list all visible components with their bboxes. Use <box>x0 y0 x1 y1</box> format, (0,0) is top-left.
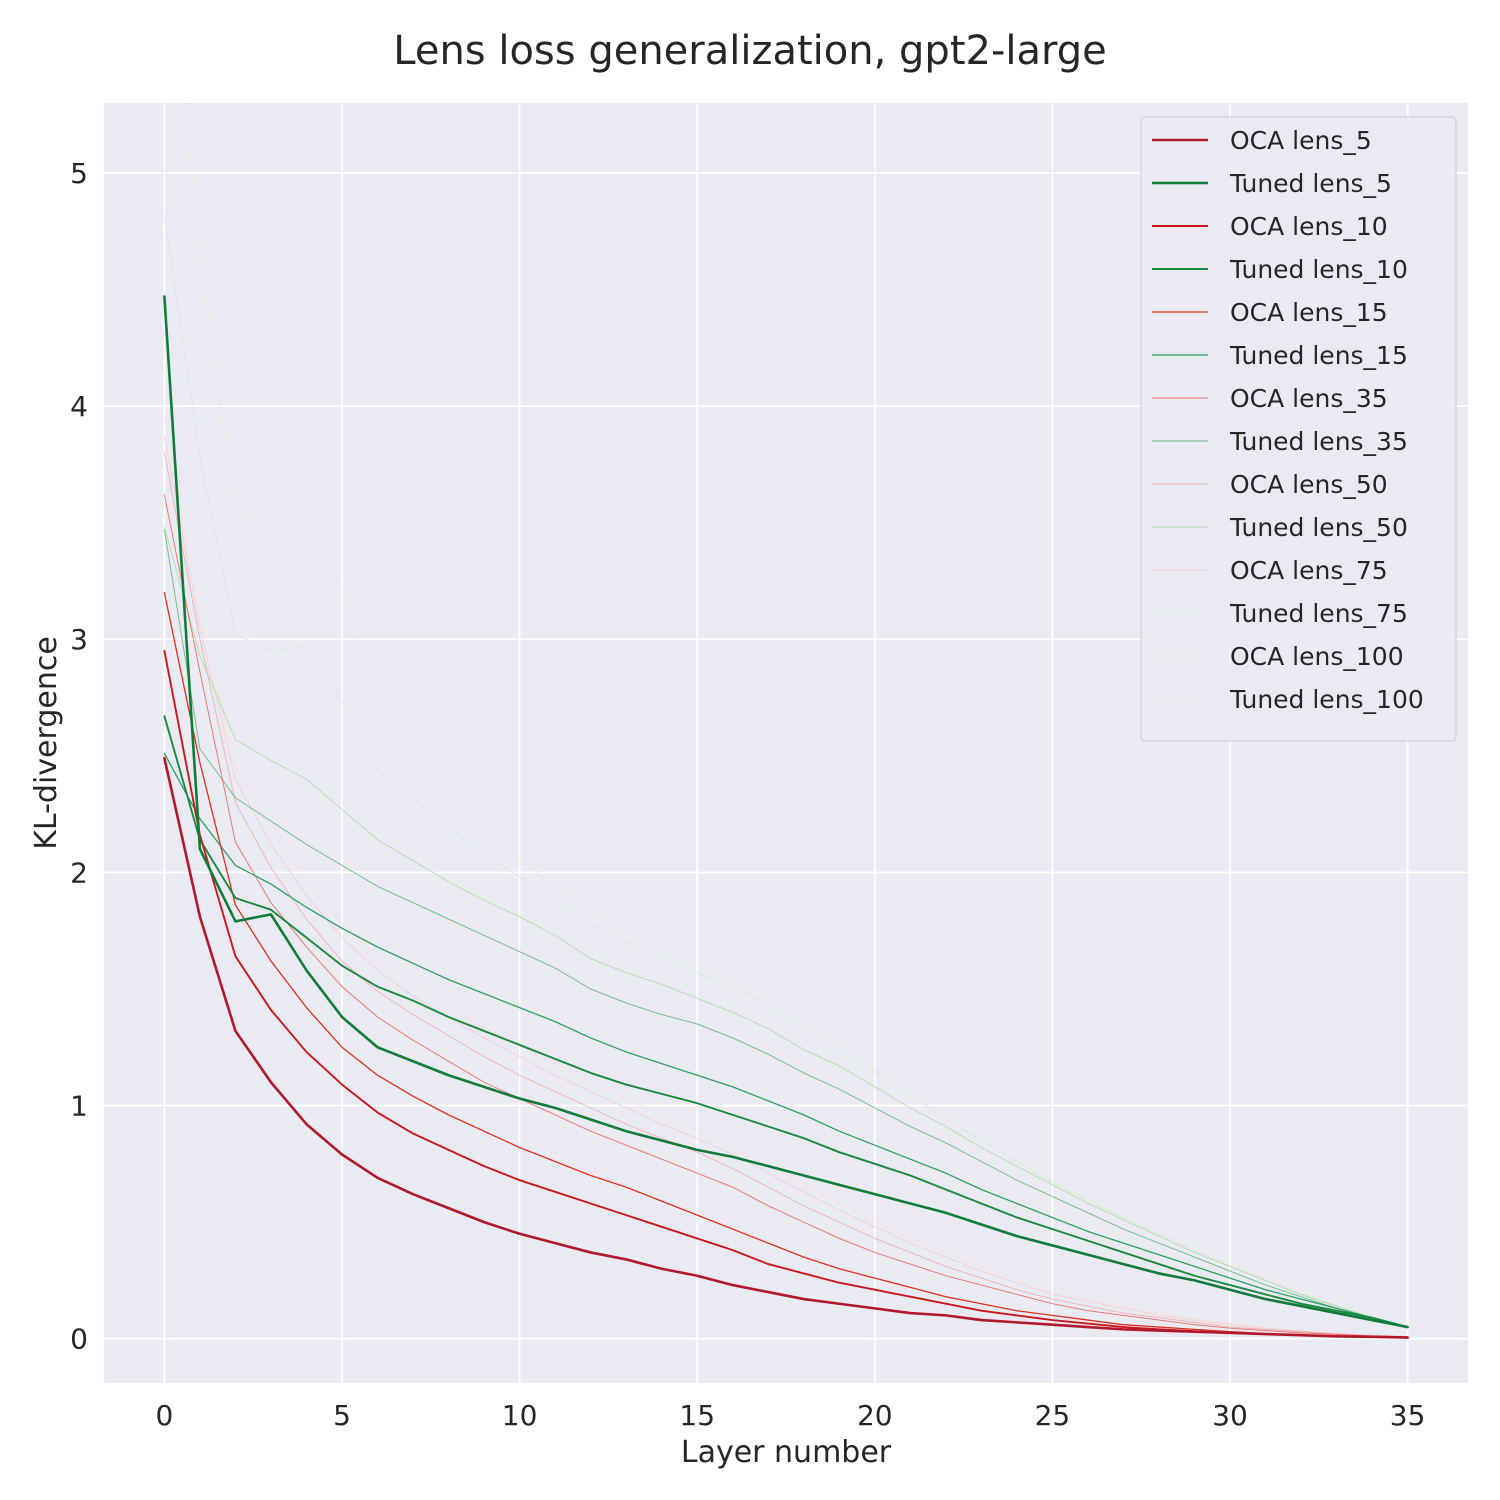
x-tick-label: 15 <box>679 1399 715 1432</box>
legend-label: Tuned lens_5 <box>1229 169 1392 198</box>
series-line-tuned-lens-15 <box>163 752 1409 1328</box>
x-tick-label: 10 <box>502 1399 538 1432</box>
y-tick-labels: 0 1 2 3 4 5 <box>70 157 88 1356</box>
legend-label: OCA lens_5 <box>1230 126 1372 155</box>
series-line-oca-lens-75 <box>163 435 1409 1338</box>
legend-label: Tuned lens_75 <box>1229 599 1408 628</box>
series-line-tuned-lens-75 <box>163 214 1409 1328</box>
x-tick-label: 25 <box>1035 1399 1071 1432</box>
legend-label: OCA lens_15 <box>1230 298 1388 327</box>
legend-label: Tuned lens_50 <box>1229 513 1408 542</box>
legend-label: OCA lens_50 <box>1230 470 1388 499</box>
legend: OCA lens_5 Tuned lens_5 OCA lens_10 Tuned l… <box>1140 116 1457 742</box>
y-tick-label: 2 <box>70 856 88 889</box>
legend-label: OCA lens_75 <box>1230 556 1388 585</box>
chart-title: Lens loss generalization, gpt2-large <box>393 28 1107 74</box>
y-tick-label: 3 <box>70 623 88 656</box>
x-tick-label: 35 <box>1390 1399 1426 1432</box>
y-tick-label: 4 <box>70 390 88 423</box>
legend-box <box>1140 116 1457 742</box>
y-tick-label: 1 <box>70 1090 88 1123</box>
legend-label: OCA lens_10 <box>1230 212 1388 241</box>
x-tick-label: 5 <box>333 1399 351 1432</box>
legend-label: Tuned lens_10 <box>1229 255 1408 284</box>
series-line-oca-lens-5 <box>163 756 1409 1339</box>
y-tick-label: 0 <box>70 1323 88 1356</box>
x-tick-label: 20 <box>857 1399 893 1432</box>
legend-label: OCA lens_100 <box>1230 642 1404 671</box>
legend-label: Tuned lens_15 <box>1229 341 1408 370</box>
x-axis-label: Layer number <box>681 1435 892 1470</box>
series-line-tuned-lens-50 <box>163 526 1409 1328</box>
x-tick-labels: 0 5 10 15 20 25 30 35 <box>155 1399 1425 1432</box>
series-line-tuned-lens-10 <box>163 715 1409 1328</box>
series-line-tuned-lens-5 <box>163 295 1409 1329</box>
x-tick-label: 0 <box>155 1399 173 1432</box>
series-lines <box>163 103 1409 1339</box>
series-line-oca-lens-35 <box>163 494 1409 1338</box>
series-line-oca-lens-100 <box>163 417 1409 1337</box>
y-tick-label: 5 <box>70 157 88 190</box>
series-line-oca-lens-15 <box>163 591 1409 1338</box>
series-line-oca-lens-50 <box>163 452 1409 1338</box>
legend-label: Tuned lens_100 <box>1229 685 1424 714</box>
y-axis-label: KL-divergence <box>29 636 64 850</box>
legend-label: OCA lens_35 <box>1230 384 1388 413</box>
legend-label: Tuned lens_35 <box>1229 427 1408 456</box>
series-line-tuned-lens-35 <box>163 529 1409 1328</box>
x-tick-label: 30 <box>1212 1399 1248 1432</box>
